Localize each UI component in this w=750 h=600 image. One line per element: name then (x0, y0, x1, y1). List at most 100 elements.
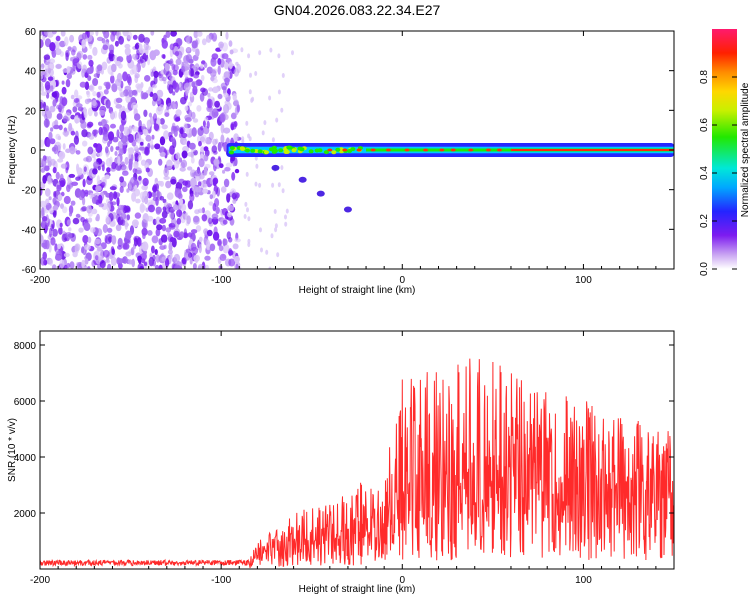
signal-band-peak-blob (439, 148, 445, 152)
noise-blob (48, 196, 52, 201)
noise-blob (102, 133, 110, 142)
colorbar-tick-label: 0.0 (699, 262, 710, 276)
noise-blob (218, 41, 225, 49)
noise-blob (111, 63, 117, 73)
noise-blob (92, 161, 100, 169)
noise-blob (161, 76, 167, 82)
noise-blob (63, 195, 71, 205)
noise-blob (50, 127, 54, 132)
spectrogram-y-tick-label: 20 (25, 106, 37, 117)
noise-blob (150, 31, 155, 36)
noise-blob (217, 65, 221, 75)
signal-band-core-blob (350, 147, 356, 152)
noise-blob (170, 125, 176, 134)
noise-blob (132, 53, 138, 60)
noise-blob (143, 109, 148, 118)
noise-blob (222, 238, 228, 246)
noise-blob (169, 43, 175, 51)
noise-blob (141, 241, 149, 252)
noise-blob (219, 112, 226, 123)
noise-blob (135, 169, 143, 175)
noise-blob (153, 49, 160, 56)
noise-blob (181, 132, 188, 139)
noise-blob (47, 76, 54, 81)
noise-blob (106, 167, 111, 173)
noise-blob (229, 49, 234, 55)
spectrogram-panel: -200 -100 0 100 60 40 20 0 -20 -40 -60 Height of … (7, 27, 675, 296)
noise-blob (70, 200, 76, 206)
noise-blob (146, 215, 154, 222)
noise-blob (72, 251, 78, 258)
noise-blob (116, 196, 120, 207)
noise-blob (196, 31, 203, 37)
snr-series-line (40, 358, 674, 569)
noise-blob (65, 161, 70, 171)
noise-blob (109, 186, 117, 191)
noise-blob (61, 86, 67, 95)
noise-blob (179, 167, 186, 172)
noise-blob (182, 180, 189, 186)
signal-band-peak-blob (450, 148, 456, 152)
faint-noise-blob (285, 208, 289, 214)
noise-blob (155, 254, 160, 263)
noise-blob (82, 178, 86, 188)
noise-blob (181, 203, 187, 212)
noise-blob (187, 232, 193, 238)
noise-blob (68, 227, 72, 232)
noise-blob (68, 173, 76, 178)
noise-blob (92, 168, 98, 175)
noise-blob (161, 37, 165, 44)
noise-blob (148, 112, 152, 118)
colorbar-tick-label: 0.6 (699, 118, 710, 132)
noise-blob (127, 147, 133, 153)
noise-blob (51, 264, 57, 269)
noise-blob (224, 166, 231, 172)
noise-blob (155, 196, 159, 206)
noise-blob (75, 176, 81, 181)
noise-blob (87, 107, 93, 117)
noise-blob (137, 59, 144, 64)
noise-blob (125, 230, 132, 240)
faint-noise-blob (260, 247, 263, 253)
spectrogram-y-tick-label: 0 (30, 146, 36, 157)
noise-blob (78, 227, 84, 233)
noise-blob (140, 141, 144, 146)
noise-blob (197, 181, 202, 187)
spectrogram-y-tick-label: -40 (22, 225, 37, 236)
noise-blob (153, 76, 158, 85)
noise-blob (223, 92, 229, 98)
noise-blob (144, 75, 151, 82)
noise-blob (138, 175, 142, 181)
noise-blob (218, 141, 224, 148)
noise-blob (190, 157, 195, 164)
snr-marks (40, 358, 674, 569)
noise-blob (163, 201, 169, 208)
spectrogram-x-label: Height of straight line (km) (299, 285, 416, 296)
noise-blob (139, 191, 146, 200)
noise-blob (81, 129, 88, 138)
faint-noise-blob (281, 188, 285, 194)
noise-blob (226, 231, 231, 240)
noise-blob (119, 124, 125, 132)
noise-blob (82, 235, 89, 244)
noise-blob (194, 169, 202, 177)
noise-blob (46, 31, 54, 38)
colorbar-ticks: 0.0 0.2 0.4 0.6 0.8 (699, 70, 737, 276)
noise-blob (159, 196, 165, 201)
noise-blob (110, 75, 115, 84)
noise-blob (226, 193, 231, 203)
noise-blob (193, 215, 200, 223)
noise-blob (85, 155, 92, 163)
noise-blob (124, 156, 129, 165)
noise-blob (99, 109, 106, 116)
signal-band-core-blob (229, 146, 235, 150)
snr-y-ticks: 2000 4000 6000 8000 (14, 341, 674, 520)
noise-blob (120, 110, 127, 121)
noise-blob (207, 92, 211, 98)
noise-blob (110, 111, 115, 120)
noise-blob (147, 230, 153, 236)
noise-blob (81, 32, 87, 40)
noise-blob (211, 213, 219, 220)
noise-blob (108, 236, 112, 243)
noise-blob (57, 243, 61, 249)
